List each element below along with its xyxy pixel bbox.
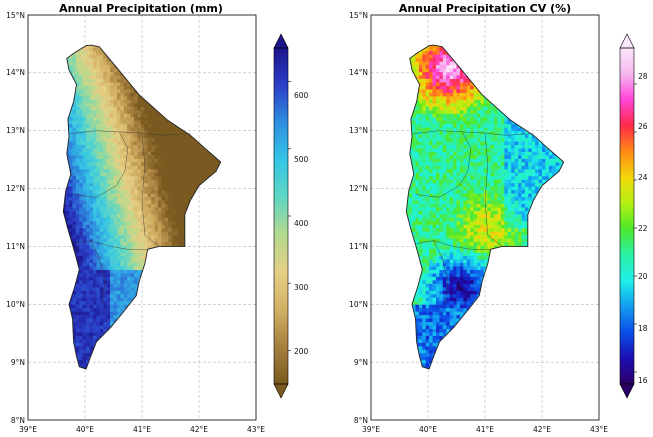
- y-tick-label: 14°N: [349, 68, 368, 77]
- region-boundary: [405, 44, 565, 370]
- colorbar-extend-max: [273, 33, 289, 49]
- map-frame: [370, 14, 600, 421]
- x-tick-label: 42°E: [190, 425, 208, 434]
- y-tick-label: 13°N: [6, 126, 25, 135]
- y-tick-labels: 8°N 9°N 10°N 11°N 12°N 13°N 14°N 15°N: [6, 11, 25, 425]
- colorbar-tick-labels: 16 18 20 22 24 26 28: [638, 72, 648, 385]
- x-tick-label: 43°E: [590, 425, 608, 434]
- colorbar-tick-labels: 200 300 400 500 600: [294, 91, 309, 356]
- graticule: [28, 15, 256, 420]
- y-tick-label: 9°N: [11, 358, 25, 367]
- x-tick-label: 43°E: [247, 425, 265, 434]
- colorbar-tick-label: 28: [638, 72, 648, 81]
- y-tick-label: 12°N: [6, 184, 25, 193]
- region-outline: [62, 44, 222, 370]
- zone-border: [484, 132, 503, 247]
- x-tick-label: 39°E: [19, 425, 37, 434]
- x-tick-label: 41°E: [476, 425, 494, 434]
- colorbar-gradient: [274, 48, 288, 384]
- colorbar-tick-label: 400: [294, 219, 309, 228]
- zone-border: [416, 240, 491, 250]
- x-tick-label: 40°E: [419, 425, 437, 434]
- map-frame: [27, 14, 257, 421]
- y-tick-labels: 8°N 9°N 10°N 11°N 12°N 13°N 14°N 15°N: [349, 11, 368, 425]
- y-tick-label: 15°N: [349, 11, 368, 20]
- colorbar-tick-label: 16: [638, 376, 648, 385]
- colorbar-tick-label: 20: [638, 272, 648, 281]
- x-tick-labels: 39°E 40°E 41°E 42°E 43°E: [19, 425, 265, 434]
- y-tick-label: 8°N: [354, 416, 368, 425]
- colorbar-tick-label: 22: [638, 224, 648, 233]
- y-tick-label: 10°N: [6, 300, 25, 309]
- x-tick-label: 42°E: [533, 425, 551, 434]
- y-tick-label: 9°N: [354, 358, 368, 367]
- y-tick-label: 13°N: [349, 126, 368, 135]
- colorbar-tick-label: 500: [294, 155, 309, 164]
- colorbar-extend-max: [619, 33, 635, 49]
- y-tick-label: 11°N: [349, 242, 368, 251]
- map-panel-cv: Annual Precipitation CV (%) 39°E 40°E 41…: [349, 2, 648, 434]
- colorbar-extend-min: [619, 383, 635, 399]
- y-tick-label: 14°N: [6, 68, 25, 77]
- y-tick-label: 8°N: [11, 416, 25, 425]
- zone-border: [413, 130, 534, 136]
- colorbar-tick-label: 300: [294, 283, 309, 292]
- map-title: Annual Precipitation CV (%): [399, 2, 571, 15]
- x-tick-label: 39°E: [362, 425, 380, 434]
- colorbar-tick-label: 26: [638, 122, 648, 131]
- zone-border: [433, 240, 449, 305]
- zone-border: [73, 240, 148, 250]
- colorbar-tick-label: 200: [294, 347, 309, 356]
- colorbar-tick-label: 600: [294, 91, 309, 100]
- precipitation-field: [63, 45, 221, 370]
- x-tick-labels: 39°E 40°E 41°E 42°E 43°E: [362, 425, 608, 434]
- map-title: Annual Precipitation (mm): [59, 2, 223, 15]
- zone-border: [415, 131, 472, 198]
- x-tick-label: 40°E: [76, 425, 94, 434]
- colorbar-extend-min: [273, 383, 289, 399]
- y-tick-label: 15°N: [6, 11, 25, 20]
- region-outline: [405, 44, 565, 370]
- colorbar-frame: [619, 47, 635, 385]
- y-tick-label: 10°N: [349, 300, 368, 309]
- colorbar-precipitation: [273, 33, 291, 399]
- map-panel-precipitation: Annual Precipitation (mm) 39°E 40°E 41°E…: [6, 2, 308, 434]
- region-boundary: [62, 44, 222, 370]
- y-tick-label: 12°N: [349, 184, 368, 193]
- zone-border: [141, 132, 160, 247]
- colorbar-gradient: [620, 48, 634, 384]
- zone-border: [90, 240, 106, 305]
- y-tick-label: 11°N: [6, 242, 25, 251]
- cv-field: [406, 45, 564, 370]
- zone-border: [70, 130, 191, 136]
- colorbar-tick-label: 18: [638, 324, 648, 333]
- colorbar-tick-label: 24: [638, 173, 648, 182]
- colorbar-cv: [619, 33, 637, 399]
- x-tick-label: 41°E: [133, 425, 151, 434]
- zone-border: [72, 131, 129, 198]
